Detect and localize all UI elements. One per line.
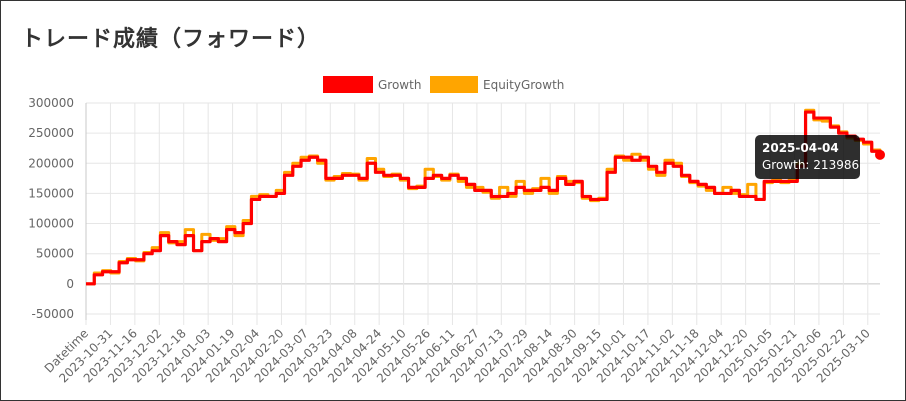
- y-tick-label: 50000: [36, 247, 74, 261]
- highlighted-point: [875, 149, 885, 160]
- tooltip-value: Growth: 213986: [762, 158, 860, 172]
- chart-tooltip: 2025-04-04 Growth: 213986: [755, 135, 860, 179]
- y-tick-label: -50000: [31, 307, 74, 321]
- y-tick-label: 0: [66, 277, 74, 291]
- y-tick-label: 100000: [28, 217, 74, 231]
- legend-label-growth: Growth: [378, 78, 421, 92]
- legend-label-equitygrowth: EquityGrowth: [483, 78, 564, 92]
- series-growth-line: [86, 110, 882, 286]
- page-title: トレード成績（フォワード）: [21, 27, 321, 52]
- y-tick-label: 150000: [28, 186, 74, 200]
- legend-swatch-equitygrowth: [430, 76, 478, 93]
- y-tick-label: 300000: [28, 96, 74, 110]
- legend-swatch-growth: [323, 76, 373, 93]
- y-tick-label: 250000: [28, 126, 74, 140]
- y-tick-label: 200000: [28, 156, 74, 170]
- tooltip-date: 2025-04-04: [762, 141, 839, 155]
